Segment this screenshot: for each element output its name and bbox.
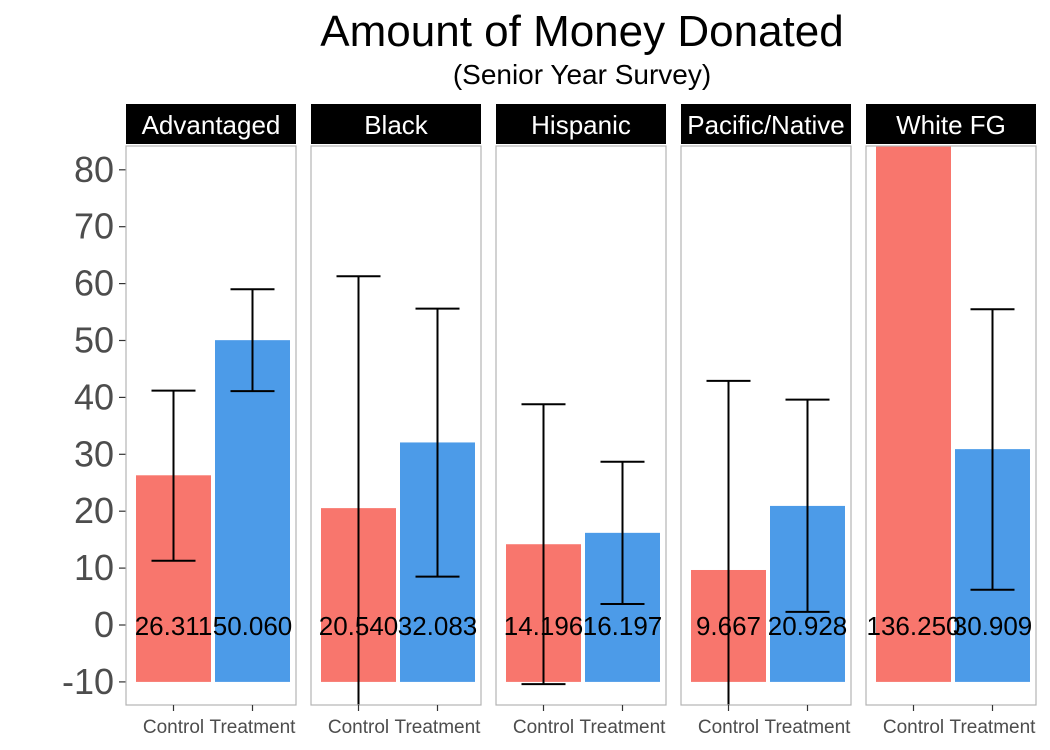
x-tick-label: Control <box>883 717 944 738</box>
facet-plot-area <box>691 379 845 705</box>
y-tick-label: 10 <box>74 547 114 588</box>
error-bar <box>336 275 381 705</box>
facet-strip-label: Black <box>364 110 429 140</box>
y-tick-label: 80 <box>74 149 114 190</box>
data-label: 50.060 <box>213 611 293 641</box>
panel-border <box>865 145 1037 706</box>
facet-strip <box>681 104 851 144</box>
y-tick-label: 20 <box>74 490 114 531</box>
facet-panel: Pacific/Native 9.667 20.928 Control Treatmen… <box>680 104 852 738</box>
facet-strip <box>496 104 666 144</box>
facet-strip-label: Pacific/Native <box>687 110 845 140</box>
facet-plot-area <box>136 288 290 682</box>
y-tick-label: 40 <box>74 376 114 417</box>
x-tick-label: Treatment <box>950 717 1037 738</box>
facet-plot-area <box>321 275 475 705</box>
y-tick-label: 50 <box>74 320 114 361</box>
data-label: 9.667 <box>696 611 761 641</box>
error-bar <box>706 379 751 705</box>
bar-control <box>876 146 951 682</box>
error-bar <box>151 389 196 562</box>
facet-panel: Black 20.540 32.083 Control Treatment <box>310 104 482 738</box>
error-bar <box>415 307 460 578</box>
facet-plot-area <box>506 403 660 686</box>
x-tick-label: Treatment <box>765 717 852 738</box>
facet-panel: Hispanic 14.196 16.197 Control Treatment <box>495 104 667 738</box>
data-label: 32.083 <box>398 611 478 641</box>
data-label: 14.196 <box>504 611 584 641</box>
facet-strip-label: Hispanic <box>531 110 631 140</box>
panel-border <box>680 145 852 706</box>
x-tick-label: Control <box>143 717 204 738</box>
bar-treatment <box>215 340 290 682</box>
x-tick-label: Treatment <box>210 717 297 738</box>
facet-strip-label: Advantaged <box>142 110 281 140</box>
y-axis: -10 0 10 20 30 40 50 60 70 80 <box>62 149 126 702</box>
chart-title: Amount of Money Donated <box>320 7 843 56</box>
data-label: 20.540 <box>319 611 399 641</box>
data-label: 30.909 <box>953 611 1033 641</box>
facet-plot-area <box>876 146 1030 682</box>
data-label: 136.250 <box>867 611 961 641</box>
facet-strip <box>126 104 296 144</box>
y-tick-label: 30 <box>74 433 114 474</box>
panel-border <box>125 145 297 706</box>
error-bar <box>970 308 1015 591</box>
y-tick-label: -10 <box>62 661 114 702</box>
error-bar <box>600 460 645 605</box>
x-tick-label: Control <box>513 717 574 738</box>
y-tick-label: 0 <box>94 604 114 645</box>
y-tick-label: 60 <box>74 263 114 304</box>
facet-strip-label: White FG <box>896 110 1006 140</box>
error-bar <box>230 288 275 393</box>
x-tick-label: Treatment <box>395 717 482 738</box>
error-bar <box>785 398 830 613</box>
facet-strip <box>866 104 1036 144</box>
data-label: 26.311 <box>135 611 213 641</box>
data-label: 16.197 <box>583 611 663 641</box>
x-tick-label: Treatment <box>580 717 667 738</box>
facet-strip <box>311 104 481 144</box>
panel-border <box>495 145 667 706</box>
panel-border <box>310 145 482 706</box>
x-tick-label: Control <box>328 717 389 738</box>
facet-panel: Advantaged 26.311 50.060 Control Treatment <box>125 104 297 738</box>
error-bar <box>521 403 566 686</box>
x-tick-label: Control <box>698 717 759 738</box>
data-label: 20.928 <box>768 611 848 641</box>
y-tick-label: 70 <box>74 206 114 247</box>
chart-subtitle: (Senior Year Survey) <box>453 59 711 90</box>
